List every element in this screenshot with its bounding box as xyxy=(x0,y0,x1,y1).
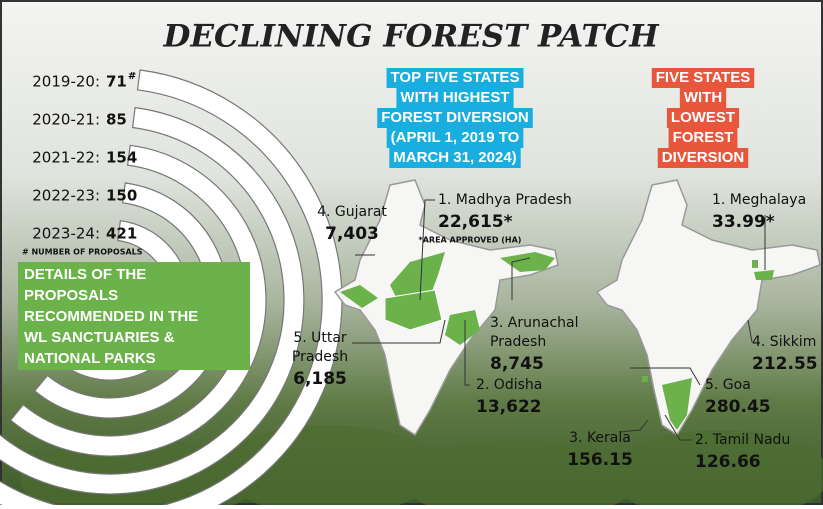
state-name: Pradesh xyxy=(292,349,348,365)
proposal-count: 150 xyxy=(106,187,137,205)
caption-line: PROPOSALS xyxy=(24,287,118,304)
heading-line: FOREST DIVERSION xyxy=(381,109,529,126)
state-value: 156.15 xyxy=(567,450,633,470)
state-value: 7,403 xyxy=(325,224,379,244)
year-label: 2019-20: xyxy=(32,73,100,91)
proposal-count: 421 xyxy=(106,225,137,243)
caption-line: RECOMMENDED IN THE xyxy=(24,308,198,325)
state-value: 22,615* xyxy=(438,212,513,232)
heading-line: WITH xyxy=(684,89,722,106)
heading-line: TOP FIVE STATES xyxy=(391,69,520,86)
proposal-count: 154 xyxy=(106,149,137,167)
page: DECLINING FOREST PATCH 2019-20: 71#2020-2… xyxy=(0,0,823,505)
heading-line: MARCH 31, 2024) xyxy=(393,149,516,166)
caption-line: DETAILS OF THE xyxy=(24,266,146,283)
state-name: 4. Sikkim xyxy=(752,334,816,350)
year-label: 2022-23: xyxy=(32,187,100,205)
footnote: # NUMBER OF PROPOSALS xyxy=(22,248,143,257)
heading-line: (APRIL 1, 2019 TO xyxy=(391,129,520,146)
state-value: 212.55 xyxy=(752,354,818,374)
state-name: 3. Arunachal xyxy=(490,315,579,331)
title: DECLINING FOREST PATCH xyxy=(162,19,660,55)
state-name: 5. Goa xyxy=(705,377,751,393)
state-value: 13,622 xyxy=(476,397,542,417)
heading-line: FOREST xyxy=(673,129,734,146)
state-name: 3. Kerala xyxy=(569,430,631,446)
infographic: DECLINING FOREST PATCH 2019-20: 71#2020-2… xyxy=(0,0,823,505)
year-label: 2023-24: xyxy=(32,225,100,243)
state-name: 2. Odisha xyxy=(476,377,542,393)
state-name: Pradesh xyxy=(490,334,546,350)
state-value: 126.66 xyxy=(695,452,761,472)
state-name: 2. Tamil Nadu xyxy=(695,432,790,448)
state-name: 1. Madhya Pradesh xyxy=(438,192,572,208)
heading-line: LOWEST xyxy=(671,109,735,126)
proposal-count: 71 xyxy=(106,73,127,91)
heading-line: DIVERSION xyxy=(662,149,745,166)
state-value: 6,185 xyxy=(293,369,347,389)
proposal-count: 85 xyxy=(106,111,127,129)
caption-line: NATIONAL PARKS xyxy=(24,350,156,367)
heading-line: FIVE STATES xyxy=(656,69,750,86)
heading-line: WITH HIGHEST xyxy=(400,89,509,106)
state-value: 280.45 xyxy=(705,397,771,417)
caption-line: WL SANCTUARIES & xyxy=(24,329,175,346)
state-name: 4. Gujarat xyxy=(317,204,387,220)
year-label: 2020-21: xyxy=(32,111,100,129)
state-name: 1. Meghalaya xyxy=(712,192,806,208)
proposal-mark: # xyxy=(128,71,136,82)
state-value: 8,745 xyxy=(490,354,544,374)
state-value: 33.99* xyxy=(712,212,775,232)
note: *AREA APPROVED (HA) xyxy=(419,236,522,245)
state-name: 5. Uttar xyxy=(293,330,347,346)
year-label: 2021-22: xyxy=(32,149,100,167)
